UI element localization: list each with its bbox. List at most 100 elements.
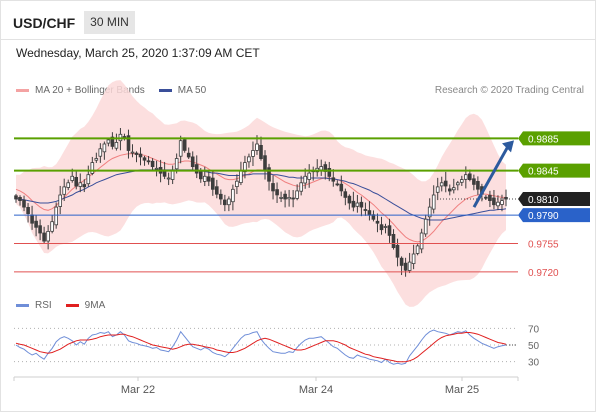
candle-body xyxy=(303,175,307,184)
candle-body xyxy=(78,182,83,187)
candle-body xyxy=(500,200,504,205)
candle-body xyxy=(14,195,18,200)
candle-body xyxy=(214,186,219,195)
candle-body xyxy=(102,143,107,153)
x-tick-label: Mar 22 xyxy=(121,384,155,396)
candle-body xyxy=(476,180,480,190)
candle-body xyxy=(411,253,416,265)
candle-body xyxy=(154,167,159,170)
candle-body xyxy=(30,214,34,224)
candle-body xyxy=(110,136,115,147)
timeframe-badge[interactable]: 30 MIN xyxy=(84,11,135,34)
candle-body xyxy=(327,167,332,177)
candle-body xyxy=(150,160,155,168)
x-tick-label: Mar 24 xyxy=(299,384,333,396)
candle-body xyxy=(74,176,79,187)
candle-body xyxy=(202,175,207,182)
candle-body xyxy=(283,193,287,200)
candle-body xyxy=(190,156,195,167)
candle-body xyxy=(467,173,472,180)
level-label-0.9790: 0.9790 xyxy=(528,211,559,222)
candle-body xyxy=(335,183,340,186)
level-tag-0.9885 xyxy=(518,131,590,146)
candle-body xyxy=(319,166,323,171)
level-tag-0.9845 xyxy=(518,163,590,178)
ma20-swatch xyxy=(16,89,29,92)
candle-body xyxy=(206,176,211,182)
candle-body xyxy=(218,193,223,200)
candle-body xyxy=(387,225,392,236)
candle-body xyxy=(231,188,235,203)
candle-body xyxy=(186,152,191,158)
candle-body xyxy=(287,196,291,200)
candle-body xyxy=(22,199,26,208)
candle-body xyxy=(142,157,147,161)
candle-body xyxy=(271,183,275,192)
candle-body xyxy=(472,178,476,185)
candle-body xyxy=(355,202,360,207)
candle-body xyxy=(363,209,368,211)
candle-body xyxy=(403,262,408,271)
candle-body xyxy=(38,225,42,234)
rsi-ma-legend-label: 9MA xyxy=(84,300,106,311)
candle-body xyxy=(90,162,95,174)
candle-body xyxy=(166,177,171,180)
candle-body xyxy=(423,218,428,235)
candle-body xyxy=(255,143,259,151)
rsi-tick-label: 50 xyxy=(528,341,540,352)
candle-body xyxy=(295,190,299,199)
level-tag-0.9790 xyxy=(518,208,590,223)
candle-body xyxy=(484,196,488,199)
candle-body xyxy=(443,180,448,187)
candle-body xyxy=(419,232,424,250)
rsi-swatch xyxy=(16,304,29,307)
ma50-legend-label: MA 50 xyxy=(177,85,207,96)
candle-body xyxy=(343,191,348,198)
candle-body xyxy=(66,182,71,188)
forecast-arrow-shaft xyxy=(472,145,510,208)
bollinger-band xyxy=(16,80,506,307)
level-label-0.9845: 0.9845 xyxy=(528,167,559,178)
candle-body xyxy=(178,140,183,157)
candle-body xyxy=(463,174,468,180)
candle-body xyxy=(488,194,492,202)
candle-body xyxy=(198,171,203,180)
level-label-0.9755: 0.9755 xyxy=(528,240,559,251)
rsi-tick-label: 30 xyxy=(528,358,540,369)
candle-body xyxy=(46,230,50,242)
candle-body xyxy=(399,257,404,266)
candle-body xyxy=(383,226,388,228)
candle-body xyxy=(86,174,91,185)
candle-body xyxy=(427,206,432,218)
candle-body xyxy=(130,151,135,154)
candles xyxy=(14,128,508,277)
chart-datetime: Wednesday, March 25, 2020 1:37:09 AM CET xyxy=(16,46,260,60)
candle-body xyxy=(407,261,412,271)
candle-body xyxy=(379,224,384,231)
ma50-swatch xyxy=(158,89,172,92)
copyright-text: Research © 2020 Trading Central xyxy=(434,85,584,96)
candle-body xyxy=(375,220,380,224)
candle-body xyxy=(210,177,215,190)
candle-body xyxy=(259,144,263,159)
candle-body xyxy=(291,197,295,200)
level-tag-0.9810 xyxy=(518,192,590,206)
candle-body xyxy=(451,187,456,191)
rsi-legend-label: RSI xyxy=(35,300,52,311)
candle-body xyxy=(391,233,396,248)
candle-body xyxy=(359,201,364,208)
candle-body xyxy=(126,135,131,151)
candle-body xyxy=(492,197,496,206)
candle-body xyxy=(54,206,58,226)
candle-body xyxy=(415,245,420,254)
candle-body xyxy=(267,167,271,182)
candle-body xyxy=(138,153,143,158)
candle-body xyxy=(227,198,231,206)
candle-body xyxy=(347,195,352,204)
candle-body xyxy=(26,206,30,214)
candle-body xyxy=(247,156,251,163)
candle-body xyxy=(435,186,440,193)
candle-body xyxy=(170,170,175,180)
candle-body xyxy=(395,244,400,258)
